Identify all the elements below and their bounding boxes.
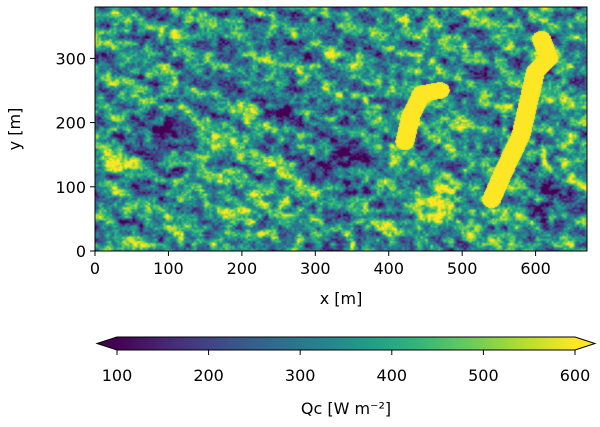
colorbar-extend-high bbox=[575, 337, 595, 350]
colorbar-tick-label: 300 bbox=[285, 366, 316, 385]
heatmap-image bbox=[95, 7, 587, 251]
x-tick-label: 500 bbox=[447, 259, 478, 278]
x-tick-label: 400 bbox=[373, 259, 404, 278]
colorbar-ticks: 100 200 300 400 500 600 bbox=[102, 350, 591, 385]
colorbar-extend-low bbox=[97, 337, 117, 350]
colorbar-tick-label: 400 bbox=[377, 366, 408, 385]
plot-frame bbox=[94, 6, 588, 252]
y-tick-label: 100 bbox=[55, 178, 86, 197]
colorbar-tick-label: 200 bbox=[193, 366, 224, 385]
y-axis-label: y [m] bbox=[5, 108, 24, 151]
y-tick-label: 300 bbox=[55, 49, 86, 68]
heatmap bbox=[95, 7, 587, 251]
x-tick-label: 600 bbox=[520, 259, 551, 278]
colorbar-tick-label: 500 bbox=[468, 366, 499, 385]
x-tick-label: 300 bbox=[300, 259, 331, 278]
colorbar-tick-label: 600 bbox=[560, 366, 591, 385]
x-axis-label: x [m] bbox=[320, 289, 363, 308]
colorbar-label: Qc [W m⁻²] bbox=[301, 399, 391, 418]
colorbar-gradient bbox=[117, 337, 575, 350]
x-tick-label: 200 bbox=[227, 259, 258, 278]
x-tick-label: 100 bbox=[153, 259, 184, 278]
x-axis: 0 100 200 300 400 500 600 bbox=[90, 251, 551, 278]
x-tick-label: 0 bbox=[90, 259, 100, 278]
y-tick-label: 0 bbox=[76, 242, 86, 261]
colorbar bbox=[95, 336, 597, 351]
colorbar-tick-label: 100 bbox=[102, 366, 133, 385]
y-tick-label: 200 bbox=[55, 114, 86, 133]
y-axis: 0 100 200 300 bbox=[55, 49, 95, 261]
